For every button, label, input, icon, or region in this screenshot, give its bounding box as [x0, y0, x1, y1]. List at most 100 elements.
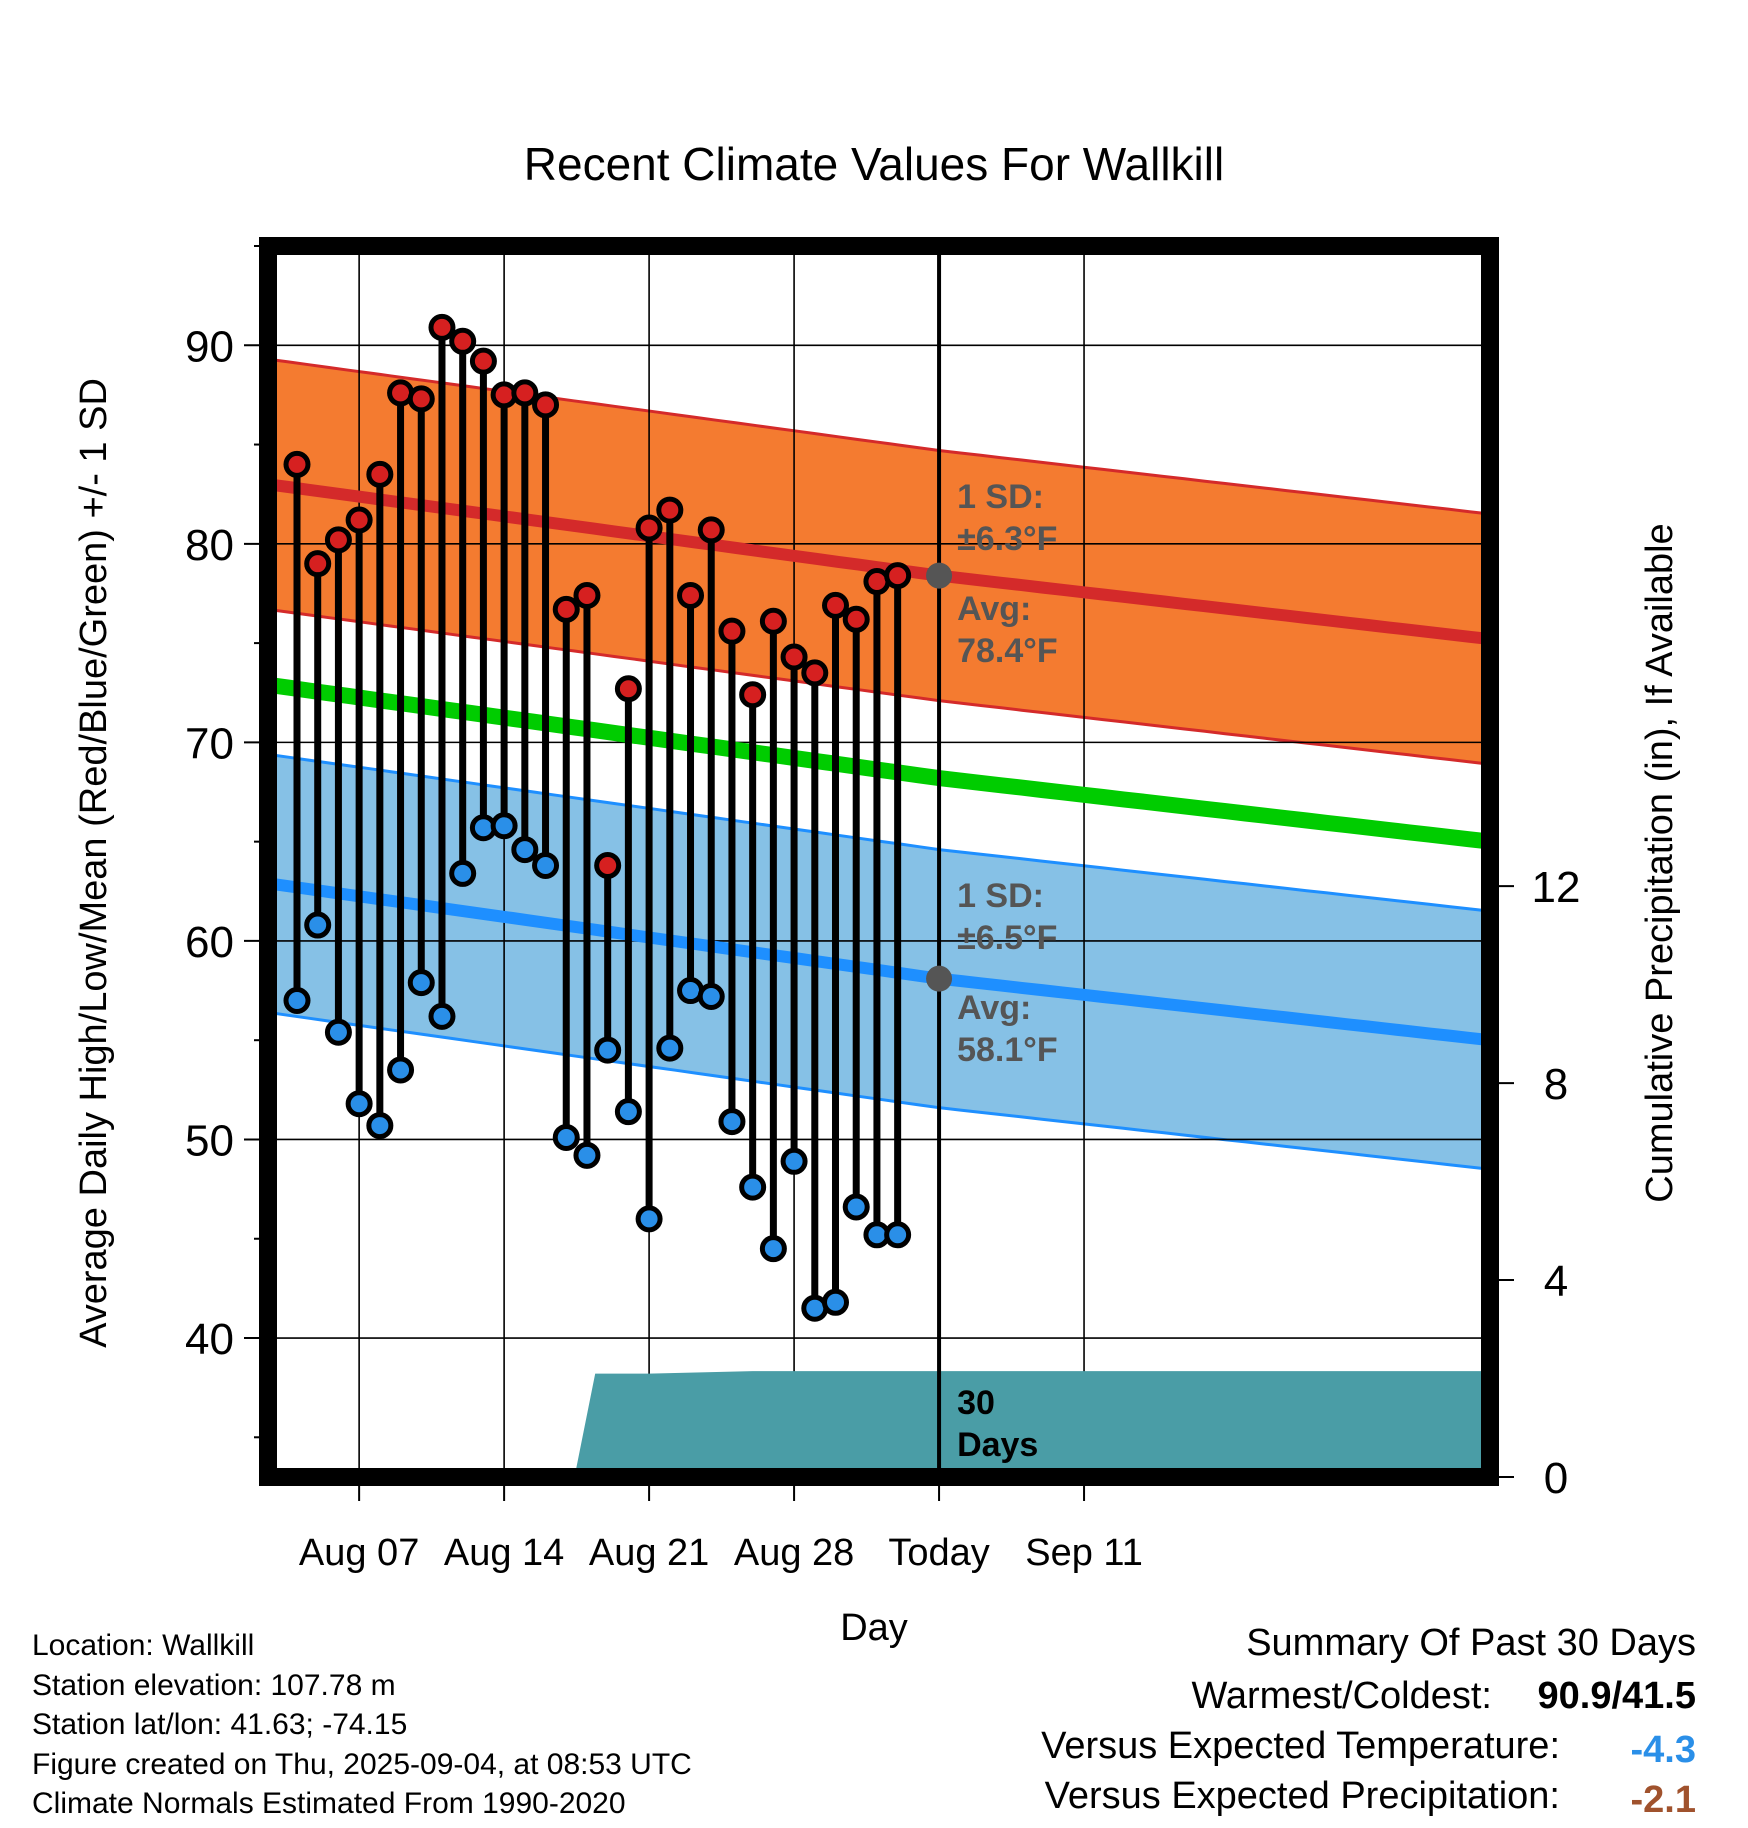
plot-frame [259, 237, 1499, 1486]
daily-high-point [469, 347, 497, 375]
daily-high-point [780, 643, 808, 671]
daily-high-point [594, 851, 622, 879]
daily-low-point [449, 859, 477, 887]
daily-high-point [552, 595, 580, 623]
footer-elevation: Station elevation: 107.78 m [32, 1669, 396, 1702]
summary-temp-label: Versus Expected Temperature: [1041, 1725, 1560, 1767]
plot-content: 1 SD: ±6.3°F Avg: 78.4°F 1 SD: ±6.5°F Avg: 58.1… [268, 0, 1490, 1477]
right-tick-label: 12 [1532, 863, 1581, 912]
summary-warm-cold-label: Warmest/Coldest: [1191, 1675, 1492, 1717]
daily-low-point [759, 1235, 787, 1263]
daily-low-point [283, 986, 311, 1014]
daily-high-point [884, 562, 912, 590]
daily-low-point [842, 1193, 870, 1221]
high-sd-value: ±6.3°F [957, 520, 1057, 558]
x-tick-label: Sep 11 [1025, 1532, 1143, 1574]
daily-low-point [594, 1036, 622, 1064]
left-tick-label: 50 [185, 1116, 234, 1165]
daily-high-point [842, 605, 870, 633]
summary-temp-value: -4.3 [1631, 1729, 1696, 1771]
daily-low-point [387, 1056, 415, 1084]
daily-low-point [907, 0, 929, 11]
daily-high-point [532, 391, 560, 419]
daily-high-point [511, 379, 539, 407]
daily-low-point [656, 1034, 684, 1062]
daily-high-point [718, 617, 746, 645]
daily-high-point [635, 514, 663, 542]
daily-low-point [884, 1221, 912, 1249]
daily-high-point [345, 506, 373, 534]
plot-area: 1 SD: ±6.3°F Avg: 78.4°F 1 SD: ±6.5°F Avg: 58.1… [185, 0, 1581, 1574]
daily-low-point [718, 1108, 746, 1136]
low-sd-value: ±6.5°F [957, 919, 1057, 957]
daily-high-point [822, 591, 850, 619]
footer-location: Location: Wallkill [32, 1629, 254, 1662]
high-sd-label: 1 SD: [957, 478, 1044, 516]
footer-created: Figure created on Thu, 2025-09-04, at 08… [32, 1748, 692, 1781]
x-tick-label: Aug 07 [299, 1532, 419, 1574]
daily-high-point [449, 327, 477, 355]
today-high-avg-marker [926, 562, 953, 589]
daily-high-point [697, 516, 725, 544]
summary-heading: Summary Of Past 30 Days [1246, 1622, 1696, 1664]
footer-info: Location: Wallkill Station elevation: 10… [32, 1629, 692, 1820]
daily-low-point [552, 1123, 580, 1151]
low-avg-label: Avg: [957, 989, 1031, 1027]
left-tick-label: 90 [185, 322, 234, 371]
precip-area [268, 1371, 1490, 1477]
daily-high-point [739, 681, 767, 709]
daily-low-point [407, 969, 435, 997]
daily-high-point [614, 675, 642, 703]
daily-high-point [366, 460, 394, 488]
daily-low-point [304, 911, 332, 939]
high-avg-label: Avg: [957, 590, 1031, 628]
summary-panel: Summary Of Past 30 Days Warmest/Coldest:… [1041, 1622, 1696, 1821]
daily-low-point [366, 1112, 394, 1140]
daily-low-point [511, 836, 539, 864]
daily-low-point [780, 1147, 808, 1175]
high-avg-value: 78.4°F [957, 632, 1058, 670]
daily-low-point [490, 812, 518, 840]
daily-high-point [283, 450, 311, 478]
daily-high-point [759, 607, 787, 635]
x-tick-label: Aug 14 [444, 1532, 564, 1574]
footer-latlon: Station lat/lon: 41.63; -74.15 [32, 1708, 407, 1741]
daily-high-point [304, 550, 332, 578]
chart-title: Recent Climate Values For Wallkill [524, 138, 1224, 190]
left-tick-label: 70 [185, 719, 234, 768]
daily-low-point [614, 1098, 642, 1126]
daily-high-point [324, 526, 352, 554]
summary-warm-cold-value: 90.9/41.5 [1538, 1675, 1696, 1717]
daily-low-point [697, 983, 725, 1011]
daily-high-point [428, 313, 456, 341]
daily-low-point [822, 1288, 850, 1316]
normal-high-band-upper-edge [268, 357, 1490, 516]
x-axis-label: Day [840, 1607, 908, 1649]
daily-low-point [532, 851, 560, 879]
left-tick-label: 60 [185, 918, 234, 967]
daily-high-point [656, 496, 684, 524]
daily-low-point [324, 1018, 352, 1046]
precip-days-number: 30 [957, 1384, 995, 1422]
left-tick-label: 80 [185, 521, 234, 570]
precip-days-label: Days [957, 1426, 1038, 1464]
daily-high-point [801, 659, 829, 687]
normal-high-line [268, 478, 1490, 646]
daily-low-point [635, 1205, 663, 1233]
today-low-avg-marker [926, 965, 953, 992]
right-tick-label: 8 [1544, 1060, 1568, 1109]
y-axis-label-right: Cumulative Precipitation (in), If Availa… [1639, 523, 1681, 1202]
daily-low-point [573, 1141, 601, 1169]
daily-high-point [907, 0, 929, 11]
daily-low-point [428, 1002, 456, 1030]
x-tick-label: Today [888, 1532, 989, 1574]
daily-high-point [573, 581, 601, 609]
daily-high-point [677, 581, 705, 609]
right-tick-label: 4 [1544, 1257, 1568, 1306]
daily-high-point [407, 385, 435, 413]
footer-normals: Climate Normals Estimated From 1990-2020 [32, 1787, 626, 1820]
right-tick-label: 0 [1544, 1454, 1568, 1503]
y-axis-label-left: Average Daily High/Low/Mean (Red/Blue/Gr… [73, 378, 115, 1348]
left-tick-label: 40 [185, 1315, 234, 1364]
